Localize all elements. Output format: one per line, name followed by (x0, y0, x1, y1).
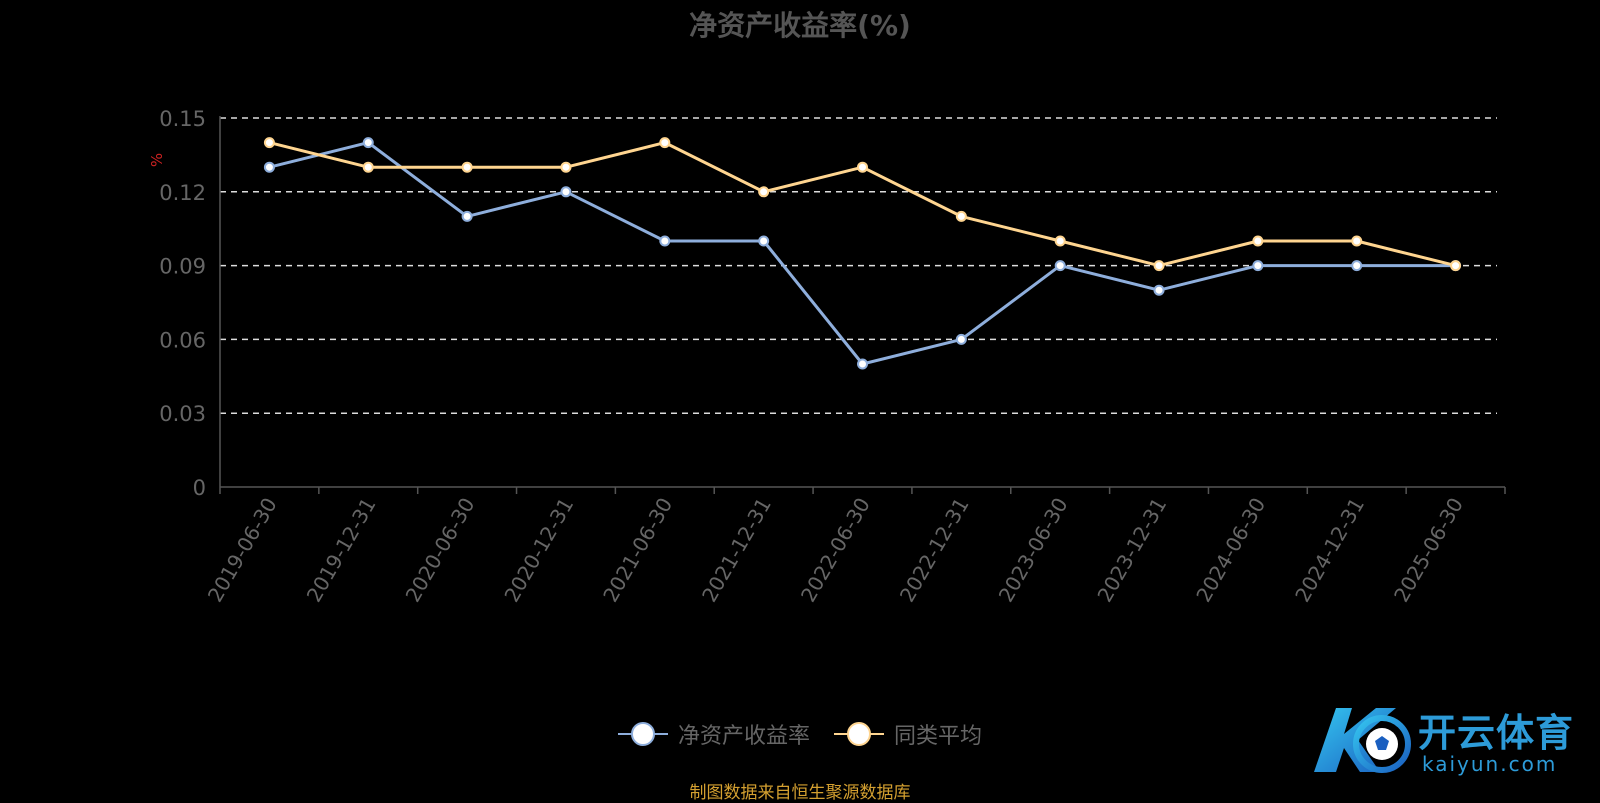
roe-data-point (1351, 260, 1363, 272)
soccer-ball-logo-icon (1314, 708, 1411, 773)
roe-data-point (362, 137, 374, 149)
peer-average-data-point (758, 186, 770, 198)
peer-average-data-point (955, 210, 967, 222)
x-tick-label: 2021-06-30 (598, 494, 677, 607)
x-tick-label: 2022-12-31 (895, 494, 974, 607)
x-tick-label: 2021-12-31 (697, 494, 776, 607)
roe-data-point (857, 358, 868, 370)
y-tick-label: 0 (193, 476, 206, 500)
x-tick-label: 2023-12-31 (1092, 494, 1171, 607)
logo-english-text: kaiyun.com (1422, 752, 1558, 776)
peer-average-data-point (1153, 260, 1165, 272)
peer-average-data-point (659, 137, 671, 149)
y-tick-label: 0.15 (159, 107, 206, 131)
chart-legend: 净资产收益率 同类平均 (0, 718, 1600, 750)
peer-average-data-point (857, 161, 868, 173)
y-tick-label: 0.06 (159, 328, 206, 352)
legend-item-roe[interactable]: 净资产收益率 (617, 718, 810, 750)
peer-average-data-point (1450, 260, 1462, 272)
x-tick-label: 2022-06-30 (796, 494, 875, 607)
roe-data-point (1252, 260, 1264, 272)
roe-series-line (269, 141, 1456, 366)
x-tick-label: 2020-12-31 (499, 494, 578, 607)
peer-average-data-point (263, 137, 275, 149)
roe-data-point (1153, 284, 1165, 296)
peer-average-data-point (1351, 235, 1363, 247)
peer-average-data-point (560, 161, 572, 173)
peer-average-data-point (362, 161, 374, 173)
roe-data-point (560, 186, 572, 198)
chart-title: 净资产收益率(%) (689, 9, 911, 42)
roe-data-point (955, 333, 967, 345)
legend-label-peer-average: 同类平均 (894, 724, 983, 749)
y-tick-label: 0.09 (159, 255, 206, 279)
x-tick-label: 2020-06-30 (401, 493, 480, 606)
roe-data-point (659, 235, 671, 247)
y-tick-label: 0.03 (159, 402, 206, 426)
roe-data-point (263, 161, 275, 173)
legend-marker-peer-icon (834, 722, 884, 746)
x-tick-label: 2019-06-30 (203, 494, 282, 607)
peer-average-data-point (1054, 235, 1066, 247)
x-tick-label: 2023-06-30 (994, 494, 1073, 607)
y-axis-label: % (148, 153, 166, 167)
x-tick-label: 2019-12-31 (302, 494, 381, 607)
legend-marker-roe-icon (617, 722, 668, 746)
legend-label-roe: 净资产收益率 (677, 724, 810, 749)
logo-chinese-text: 开云体育 (1418, 711, 1575, 755)
data-source-note: 制图数据来自恒生聚源数据库 (689, 783, 911, 803)
roe-data-point (461, 210, 473, 222)
peer-average-data-point (1252, 235, 1264, 247)
peer-average-series-line (269, 141, 1456, 268)
roe-data-point (1054, 260, 1066, 272)
roe-data-point (758, 235, 770, 247)
brand-logo: 开云体育 kaiyun.com (1306, 700, 1586, 782)
x-tick-label: 2024-06-30 (1191, 494, 1270, 607)
x-tick-label: 2025-06-30 (1389, 494, 1468, 607)
y-tick-label: 0.12 (159, 181, 206, 205)
x-tick-label: 2024-12-31 (1290, 494, 1369, 607)
peer-average-data-point (461, 161, 473, 173)
legend-item-peer-average[interactable]: 同类平均 (834, 718, 982, 750)
